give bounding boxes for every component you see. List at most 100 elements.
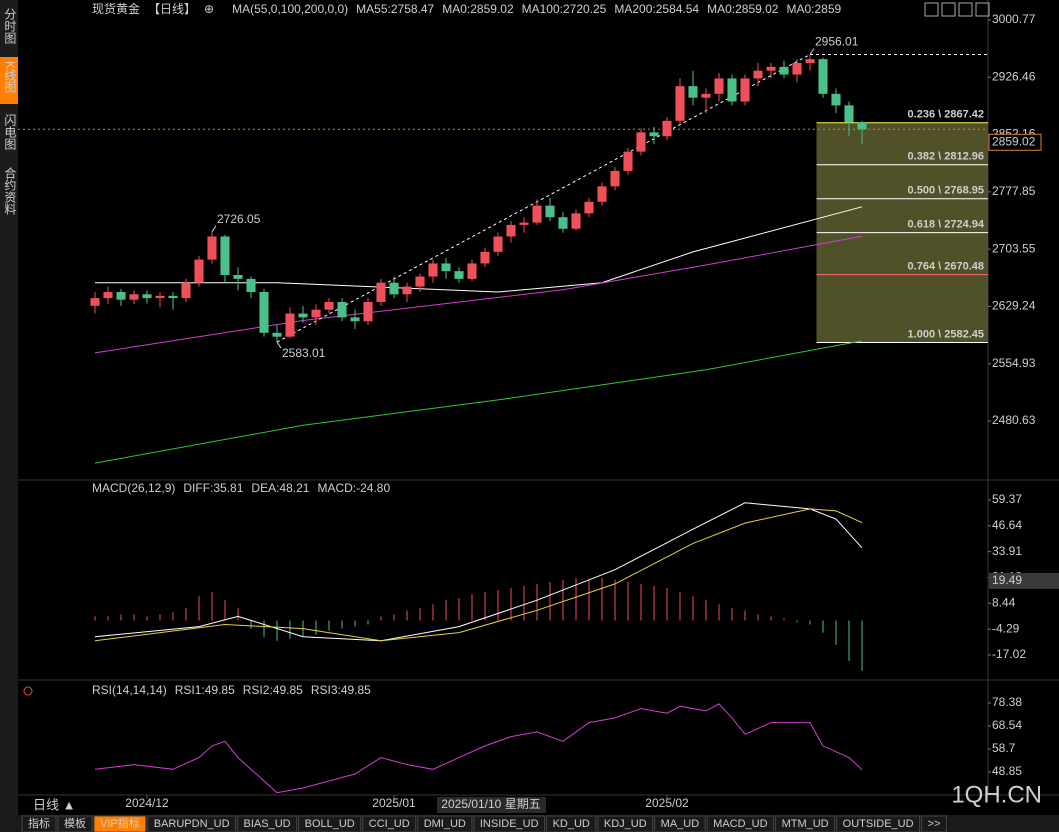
y-tick-label: 68.54 xyxy=(992,718,1022,732)
fib-label: 0.382 \ 2812.96 xyxy=(908,151,984,163)
tab-label[interactable]: OUTSIDE_UD xyxy=(843,818,914,830)
candle-body xyxy=(688,86,698,98)
x-tick-label: 2025/02 xyxy=(645,796,689,810)
candle-body xyxy=(506,224,516,237)
candle-body xyxy=(90,298,100,306)
tab-label[interactable]: CCI_UD xyxy=(369,818,410,830)
tab[interactable]: CCI_UD xyxy=(362,815,417,832)
candle-body xyxy=(675,86,685,121)
tab-bg[interactable] xyxy=(546,815,597,832)
tab[interactable]: 模板 xyxy=(57,815,93,832)
candle-body xyxy=(337,301,347,318)
header-item: MA200:2584.54 xyxy=(614,2,699,16)
candle-body xyxy=(545,205,555,218)
header-item: 【日线】 xyxy=(148,2,196,16)
tab-bg[interactable] xyxy=(147,815,237,832)
candle-body xyxy=(753,70,763,79)
tab[interactable]: KDJ_UD xyxy=(597,815,654,832)
tab-bg[interactable] xyxy=(836,815,921,832)
tab-bg[interactable] xyxy=(362,815,417,832)
last-price-label: 2859.02 xyxy=(992,134,1036,148)
indicator-line xyxy=(94,508,863,642)
tab[interactable]: DMI_UD xyxy=(417,815,473,832)
icon[interactable] xyxy=(958,2,973,17)
candle-body xyxy=(376,282,386,302)
candle-body xyxy=(129,294,139,300)
window-icons[interactable] xyxy=(924,2,990,17)
tab[interactable]: BIAS_UD xyxy=(237,815,298,832)
fib-label: 0.236 \ 2867.42 xyxy=(908,109,984,121)
annotation: 2956.01 xyxy=(815,35,859,49)
tab[interactable]: VIP指标 xyxy=(93,815,147,832)
candle-body xyxy=(103,291,113,299)
candle-body xyxy=(220,236,230,276)
header-item: MA0:2859.02 xyxy=(707,2,779,16)
tab-label[interactable]: BIAS_UD xyxy=(244,818,291,830)
tab-label[interactable]: >> xyxy=(928,818,941,830)
tab[interactable]: MTM_UD xyxy=(775,815,836,832)
sidebar-tab[interactable]: 闪电图 xyxy=(3,114,17,150)
header-item: MA0:2859 xyxy=(786,2,841,16)
candle-body xyxy=(233,275,243,279)
tab[interactable]: >> xyxy=(921,815,947,832)
tab[interactable]: MA_UD xyxy=(654,815,706,832)
trendline xyxy=(276,54,811,343)
tab-bg[interactable] xyxy=(597,815,654,832)
x-tick-label: 2024/12 xyxy=(125,796,169,810)
tab[interactable]: INSIDE_UD xyxy=(473,815,546,832)
tab-label[interactable]: VIP指标 xyxy=(100,816,140,830)
tab-label[interactable]: MACD_UD xyxy=(713,818,767,830)
y-tick-label: 3000.77 xyxy=(992,12,1036,26)
tab[interactable]: MACD_UD xyxy=(706,815,775,832)
tab-label[interactable]: BARUPDN_UD xyxy=(154,818,230,830)
tab-bg[interactable] xyxy=(706,815,775,832)
y-tick-label: -17.02 xyxy=(992,647,1026,661)
tab-label[interactable]: DMI_UD xyxy=(424,818,466,830)
candle-body xyxy=(714,78,724,94)
candle-body xyxy=(142,294,152,299)
tab-bg[interactable] xyxy=(775,815,836,832)
sidebar-tab[interactable]: 分时图 xyxy=(3,8,17,44)
tab-label[interactable]: KDJ_UD xyxy=(604,818,647,830)
tab-label[interactable]: INSIDE_UD xyxy=(480,818,539,830)
y-tick-label: 78.38 xyxy=(992,695,1022,709)
tab-bg[interactable] xyxy=(654,815,706,832)
header-item: MA(55,0,100,200,0,0) xyxy=(232,2,348,16)
y-tick-label: 2777.85 xyxy=(992,184,1036,198)
tab[interactable]: 指标 xyxy=(21,815,57,832)
tab-bg[interactable] xyxy=(57,815,93,832)
tab-bg[interactable] xyxy=(237,815,298,832)
watermark: 1QH.CN xyxy=(951,781,1042,808)
tab-bg[interactable] xyxy=(298,815,362,832)
candle-body xyxy=(818,59,828,94)
tab-label[interactable]: 指标 xyxy=(28,816,50,830)
tab[interactable]: BOLL_UD xyxy=(298,815,362,832)
candle-body xyxy=(285,313,295,337)
period-label[interactable]: 日线 ▲ xyxy=(33,797,75,812)
tab-bg[interactable] xyxy=(921,815,947,832)
tab-label[interactable]: KD_UD xyxy=(553,818,590,830)
sidebar-tab-active[interactable] xyxy=(0,57,18,104)
sidebar-tab[interactable]: 合约资料 xyxy=(3,166,17,215)
tab[interactable]: BARUPDN_UD xyxy=(147,815,237,832)
icon[interactable] xyxy=(975,2,990,17)
candle-body xyxy=(727,78,737,102)
tab-label[interactable]: MA_UD xyxy=(661,818,700,830)
sidebar-tab[interactable]: K线图 xyxy=(3,61,17,93)
tab-bg[interactable] xyxy=(417,815,473,832)
tab[interactable]: KD_UD xyxy=(546,815,597,832)
tab-bg[interactable] xyxy=(21,815,57,832)
tab-bg[interactable] xyxy=(473,815,546,832)
candle-body xyxy=(298,313,308,318)
tab-label[interactable]: MTM_UD xyxy=(782,818,829,830)
header-item: DIFF:35.81 xyxy=(183,481,243,495)
tab[interactable]: OUTSIDE_UD xyxy=(836,815,921,832)
candle-body xyxy=(467,263,477,279)
tab-label[interactable]: BOLL_UD xyxy=(305,818,355,830)
icon[interactable] xyxy=(924,2,939,17)
tab-bg[interactable] xyxy=(93,815,147,832)
candle-body xyxy=(844,105,854,123)
icon[interactable] xyxy=(941,2,956,17)
fib-label: 1.000 \ 2582.45 xyxy=(908,328,984,340)
tab-label[interactable]: 模板 xyxy=(64,816,86,830)
